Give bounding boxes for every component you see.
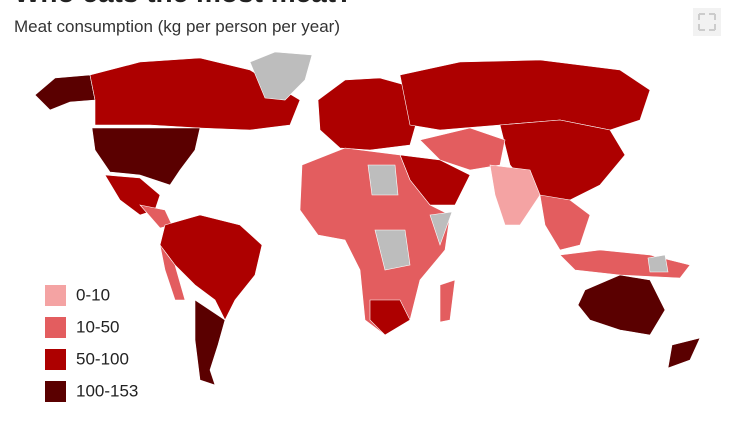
subtitle: Meat consumption (kg per person per year… [14, 17, 340, 36]
indonesia [559, 249, 691, 279]
russia [399, 59, 651, 131]
legend-label: 0-10 [76, 285, 110, 304]
legend: 0-10 10-50 50-100 100-153 [45, 285, 138, 402]
usa [91, 127, 201, 186]
new-zealand [667, 337, 701, 369]
legend-swatch [45, 285, 66, 306]
argentina [194, 299, 226, 386]
legend-label: 100-153 [76, 381, 138, 400]
png [647, 254, 669, 273]
india [489, 164, 541, 226]
somalia [429, 211, 453, 246]
legend-swatch [45, 349, 66, 370]
expand-icon[interactable] [693, 8, 721, 36]
title: Who eats the most meat? [14, 0, 353, 8]
legend-label: 50-100 [76, 349, 129, 368]
canada [89, 57, 301, 131]
legend-label: 10-50 [76, 317, 119, 336]
legend-swatch [45, 317, 66, 338]
alaska [34, 74, 96, 111]
south-africa [369, 299, 411, 336]
expand-button[interactable] [693, 8, 721, 36]
southeast-asia [539, 194, 591, 251]
peru [159, 244, 186, 301]
world-map [34, 51, 701, 386]
australia [577, 274, 666, 336]
africa [299, 147, 451, 336]
expand-glyph [698, 13, 716, 31]
libya [367, 164, 399, 196]
greenland [249, 51, 313, 101]
madagascar [439, 279, 456, 323]
legend-swatch [45, 381, 66, 402]
europe [317, 77, 421, 151]
drc [374, 229, 411, 271]
